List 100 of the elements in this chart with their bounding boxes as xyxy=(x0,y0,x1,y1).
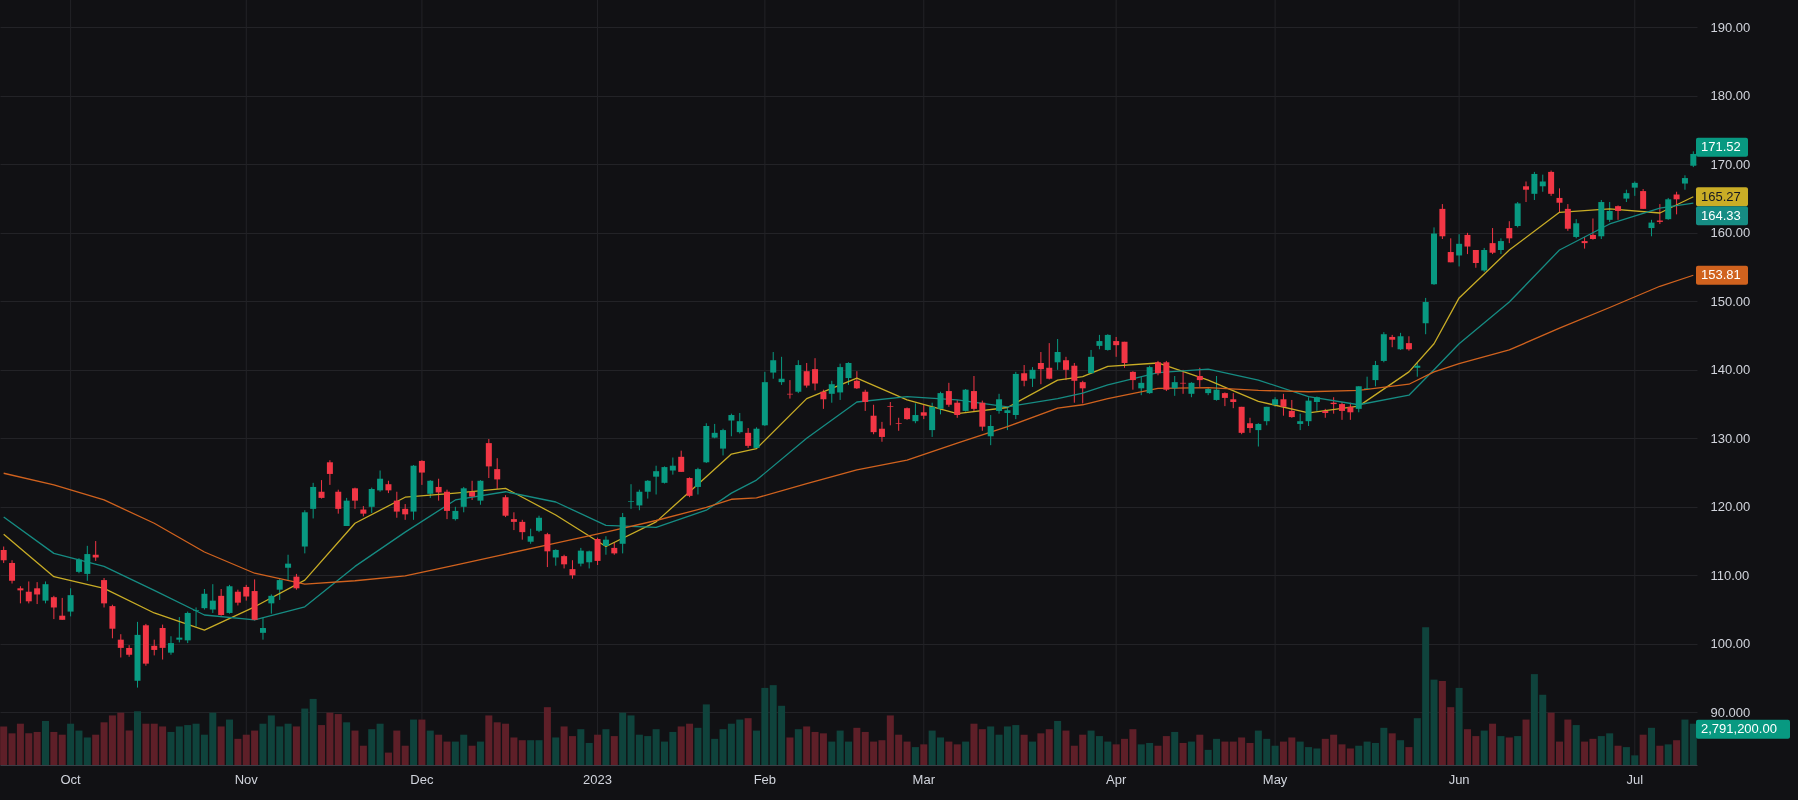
bar xyxy=(1162,736,1170,765)
candlestick xyxy=(460,486,467,513)
candlestick xyxy=(870,404,877,435)
candlestick xyxy=(1665,197,1672,221)
bar xyxy=(970,723,978,765)
candlestick xyxy=(167,635,174,656)
y-tick-label: 90.000 xyxy=(1710,704,1751,720)
bar xyxy=(234,738,242,765)
bar xyxy=(920,744,928,765)
bar xyxy=(1497,736,1505,765)
candlestick xyxy=(1171,375,1178,397)
bar xyxy=(142,723,150,765)
candlestick xyxy=(1138,376,1145,396)
bar xyxy=(828,741,836,765)
bar xyxy=(33,731,41,765)
candlestick xyxy=(1280,393,1287,417)
bar xyxy=(259,723,267,765)
candlestick xyxy=(159,624,166,661)
candlestick xyxy=(653,465,660,495)
candlestick xyxy=(444,489,450,520)
candlestick xyxy=(469,480,476,501)
bar xyxy=(58,734,66,765)
bar xyxy=(853,727,861,765)
bar xyxy=(50,731,58,765)
bar xyxy=(1405,747,1413,765)
y-tick-label: 140.00 xyxy=(1710,362,1751,378)
bar xyxy=(1522,719,1530,765)
candlestick xyxy=(1339,401,1346,421)
candlestick xyxy=(1489,227,1496,255)
bar xyxy=(226,719,234,765)
candlestick xyxy=(435,478,442,502)
candlestick xyxy=(862,389,869,412)
candlestick xyxy=(477,479,484,506)
candlestick xyxy=(987,414,994,446)
bar xyxy=(1681,719,1689,765)
bar xyxy=(1505,737,1513,765)
y-tick-label: 130.00 xyxy=(1710,430,1751,446)
candlestick xyxy=(285,554,292,581)
candlestick xyxy=(937,391,944,415)
candlestick xyxy=(1589,217,1596,241)
bar xyxy=(543,707,551,765)
bar xyxy=(1664,744,1672,765)
bar xyxy=(1572,725,1580,765)
bar xyxy=(83,737,91,765)
candlestick xyxy=(84,545,91,582)
x-tick-label: Jul xyxy=(1626,771,1644,787)
bar xyxy=(803,726,811,765)
bar xyxy=(1355,745,1363,765)
candlestick xyxy=(1121,341,1128,369)
candlestick xyxy=(569,559,576,580)
bar xyxy=(610,736,618,765)
y-tick-label: 150.00 xyxy=(1710,293,1751,309)
candlestick xyxy=(728,413,735,437)
x-tick-label: Feb xyxy=(753,771,777,787)
candlestick xyxy=(1405,335,1412,352)
bar xyxy=(1221,741,1229,765)
bar xyxy=(577,729,585,765)
bar xyxy=(1673,740,1681,765)
bar xyxy=(418,719,426,765)
bar xyxy=(134,711,142,765)
candlestick xyxy=(519,519,526,541)
bar xyxy=(744,718,752,765)
bar xyxy=(1062,730,1070,765)
bar xyxy=(410,719,418,765)
candlestick xyxy=(276,577,283,601)
bar xyxy=(1639,734,1647,765)
candlestick xyxy=(1481,247,1488,273)
candlestick xyxy=(101,577,108,608)
candlestick xyxy=(853,370,860,390)
candlestick xyxy=(1615,204,1622,221)
candlestick xyxy=(644,479,651,500)
bar xyxy=(284,723,292,765)
candlestick xyxy=(1514,201,1521,228)
bar xyxy=(0,726,8,765)
bar xyxy=(1489,723,1497,765)
y-tick-label: 100.00 xyxy=(1710,636,1751,652)
bar xyxy=(292,726,300,765)
candlestick xyxy=(1021,364,1028,387)
candlestick xyxy=(887,401,894,426)
bar xyxy=(1397,740,1405,765)
candlestick xyxy=(1029,366,1036,388)
candlestick xyxy=(636,489,643,511)
candlestick xyxy=(25,580,32,604)
bar xyxy=(401,745,409,765)
candlestick xyxy=(1305,396,1312,427)
bar xyxy=(552,737,560,765)
x-tick-label: Dec xyxy=(410,771,434,787)
candlestick xyxy=(544,532,551,568)
bar xyxy=(953,744,961,765)
candlestick xyxy=(970,375,977,412)
candlestick xyxy=(209,583,216,614)
bar xyxy=(585,742,593,765)
candlestick xyxy=(828,380,835,404)
candlestick xyxy=(1313,396,1320,412)
candlestick xyxy=(176,616,183,643)
candlestick xyxy=(193,606,200,628)
bar xyxy=(309,698,317,765)
candlestick xyxy=(50,595,57,620)
bar xyxy=(619,712,627,765)
bar xyxy=(903,741,911,765)
